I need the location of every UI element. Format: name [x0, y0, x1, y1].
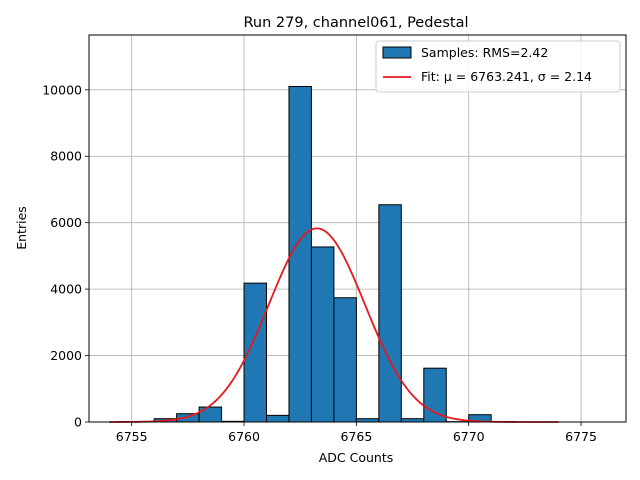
chart-title: Run 279, channel061, Pedestal — [243, 15, 468, 31]
plot-frame — [88, 34, 627, 423]
x-tick-label: 6770 — [453, 429, 485, 444]
x-axis-ticks: 6755 6760 6765 6770 6775 — [116, 422, 597, 444]
y-tick-label: 6000 — [50, 215, 82, 230]
legend-box — [375, 40, 621, 93]
x-tick-label: 6760 — [228, 429, 260, 444]
histogram-bar — [266, 414, 290, 423]
y-axis-label: Entries — [14, 206, 29, 250]
y-tick-label: 4000 — [50, 282, 82, 297]
histogram-bar — [288, 85, 312, 423]
x-tick-label: 6755 — [116, 429, 148, 444]
histogram-bar — [310, 246, 335, 423]
legend-label-samples: Samples: RMS=2.42 — [421, 45, 548, 60]
y-tick-label: 10000 — [42, 82, 82, 97]
y-tick-label: 2000 — [50, 348, 82, 363]
y-axis-ticks: 0 2000 4000 6000 8000 10000 — [42, 82, 89, 430]
x-axis-label: ADC Counts — [319, 450, 394, 465]
legend: Samples: RMS=2.42 Fit: μ = 6763.241, σ =… — [375, 40, 621, 93]
x-tick-label: 6775 — [565, 429, 597, 444]
y-tick-label: 8000 — [50, 149, 82, 164]
y-tick-label: 0 — [74, 415, 82, 430]
histogram-bar — [198, 406, 223, 423]
x-tick-label: 6765 — [340, 429, 372, 444]
histogram-bar — [423, 367, 447, 423]
histogram-bars — [153, 85, 492, 423]
legend-label-fit: Fit: μ = 6763.241, σ = 2.14 — [421, 69, 592, 84]
legend-swatch-samples — [382, 46, 412, 59]
histogram-bar — [333, 297, 357, 423]
histogram-bar — [378, 204, 402, 423]
